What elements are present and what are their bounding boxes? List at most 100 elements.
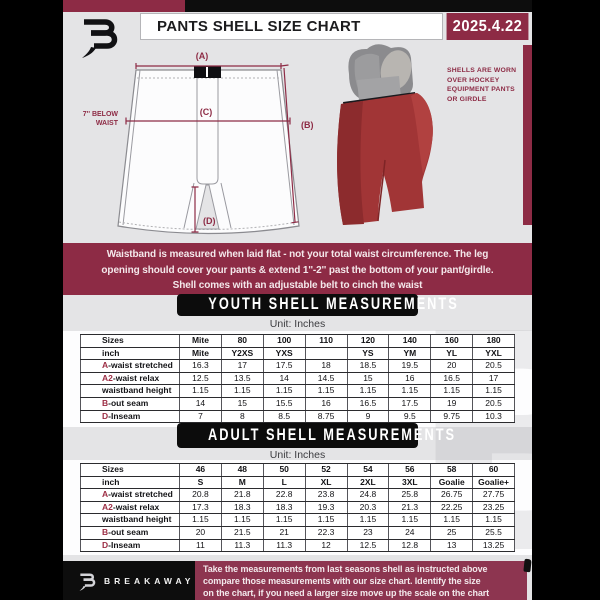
- table-cell: 16: [389, 372, 432, 385]
- date-badge: 2025.4.22: [446, 13, 529, 40]
- table-cell: 140: [389, 335, 432, 347]
- table-row: D-Inseam 7 8 8.5 8.75 9 9.5 9.75 10.3: [80, 410, 515, 424]
- table-cell: 2XL: [348, 476, 390, 489]
- table-cell: 21.5: [222, 526, 264, 539]
- brand-name: BREAKAWAY: [104, 575, 195, 586]
- table-cell: YL: [431, 347, 474, 360]
- top-tab-bar: [185, 0, 532, 12]
- table-cell: 13: [431, 539, 474, 552]
- table-cell: 25.8: [389, 489, 432, 501]
- table-cell: 12.5: [180, 372, 222, 385]
- table-cell: 60: [473, 464, 515, 476]
- youth-section-header: YOUTH SHELL MEASUREMENTS: [177, 294, 457, 316]
- table-cell: 8: [222, 410, 264, 423]
- adult-section-title: ADULT SHELL MEASUREMENTS: [208, 426, 457, 445]
- table-cell: 1.15: [180, 385, 222, 397]
- table-cell: 18.3: [222, 501, 264, 514]
- table-cell: 15: [222, 397, 264, 410]
- table-cell: 16.3: [180, 360, 222, 372]
- table-cell: YS: [348, 347, 390, 360]
- table-cell: Y2XS: [222, 347, 264, 360]
- footer-line: on the chart, if you need a larger size …: [203, 588, 490, 599]
- banner-line: opening should cover your pants & extend…: [101, 264, 494, 276]
- table-cell: 27.75: [473, 489, 515, 501]
- row-label: Sizes: [80, 335, 180, 347]
- table-cell: 1.15: [222, 385, 264, 397]
- table-row: B-out seam 14 15 15.5 16 16.5 17.5 19 20.5: [80, 397, 515, 411]
- table-cell: 1.15: [348, 514, 390, 526]
- table-cell: 1.15: [431, 385, 474, 397]
- table-cell: 1.15: [473, 385, 515, 397]
- table-cell: 12.8: [389, 539, 432, 552]
- row-label: waistband height: [80, 514, 180, 526]
- table-cell: 25: [431, 526, 474, 539]
- table-cell: 100: [264, 335, 306, 347]
- row-label: A2-waist relax: [80, 501, 180, 514]
- table-cell: 19.5: [389, 360, 432, 372]
- table-cell: 50: [264, 464, 306, 476]
- side-accent-stripe: [523, 45, 532, 225]
- photo-note-line: SHELLS ARE WORN: [447, 67, 517, 74]
- youth-unit-label: Unit: Inches: [269, 318, 326, 330]
- table-cell: 1.15: [306, 514, 348, 526]
- diagram-label-a: (A): [196, 51, 209, 61]
- table-cell: 1.15: [473, 514, 515, 526]
- table-cell: 13.5: [222, 372, 264, 385]
- youth-section-title: YOUTH SHELL MEASUREMENTS: [208, 295, 459, 314]
- table-cell: 160: [431, 335, 474, 347]
- row-label: A-waist stretched: [80, 360, 180, 372]
- row-label: inch: [80, 476, 180, 489]
- table-cell: S: [180, 476, 222, 489]
- table-cell: 24: [389, 526, 432, 539]
- pants-measurement-diagram: (A) (C) (B) (D) 7'' BELOW WAIST: [83, 51, 314, 235]
- table-cell: 16.5: [348, 397, 390, 410]
- row-label: A2-waist relax: [80, 372, 180, 385]
- table-row: Sizes Mite 80 100 110 120 140 160 180: [80, 335, 515, 348]
- table-cell: 20.5: [473, 360, 515, 372]
- size-chart-page: PANTS SHELL SIZE CHART 2025.4.22 (A) (C)…: [63, 0, 532, 600]
- table-cell: Mite: [180, 347, 222, 360]
- table-cell: 54: [348, 464, 390, 476]
- table-cell: 120: [348, 335, 390, 347]
- table-row: A-waist stretched 16.3 17 17.5 18 18.5 19.5 20 2…: [80, 360, 515, 373]
- table-cell: 17: [473, 372, 515, 385]
- table-cell: 17: [222, 360, 264, 372]
- row-label: D-Inseam: [80, 539, 180, 552]
- table-row: A2-waist relax 17.3 18.3 18.3 19.3 20.3 21.3 22…: [80, 501, 515, 515]
- table-cell: 26.75: [431, 489, 474, 501]
- table-cell: Goalie: [431, 476, 474, 489]
- waist-note-line2: WAIST: [96, 120, 119, 127]
- table-cell: YXS: [264, 347, 306, 360]
- table-cell: XL: [306, 476, 348, 489]
- table-cell: 15.5: [264, 397, 306, 410]
- table-cell: 24.8: [348, 489, 390, 501]
- top-tab-accent: [63, 0, 185, 12]
- table-cell: 1.15: [431, 514, 474, 526]
- table-row: Sizes 46 48 50 52 54 56 58 60: [80, 464, 515, 477]
- row-label: Sizes: [80, 464, 180, 476]
- banner-line: Waistband is measured when laid flat - n…: [106, 249, 489, 260]
- photo-note-line: EQUIPMENT PANTS: [447, 86, 515, 93]
- table-cell: 8.75: [306, 410, 348, 423]
- table-cell: 21.8: [222, 489, 264, 501]
- waistband-info-banner: Waistband is measured when laid flat - n…: [63, 243, 532, 295]
- diagram-label-c: (C): [200, 107, 213, 117]
- table-cell: Mite: [180, 335, 222, 347]
- table-row: B-out seam 20 21.5 21 22.3 23 24 25 25.5: [80, 526, 515, 540]
- row-label: B-out seam: [80, 397, 180, 410]
- table-cell: 23.25: [473, 501, 515, 514]
- table-row: A-waist stretched 20.8 21.8 22.8 23.8 24.8 25.…: [80, 489, 515, 502]
- banner-line: Shell comes with an adjustable belt to c…: [172, 280, 423, 291]
- table-cell: 12: [306, 539, 348, 552]
- table-cell: 22.3: [306, 526, 348, 539]
- table-cell: 9: [348, 410, 390, 423]
- waist-note-line1: 7'' BELOW: [83, 111, 119, 118]
- table-cell: 25.5: [473, 526, 515, 539]
- row-label: D-Inseam: [80, 410, 180, 423]
- table-cell: 52: [306, 464, 348, 476]
- breakaway-logo-icon: [82, 19, 118, 58]
- shell-photo: [337, 44, 433, 225]
- diagram-label-d: (D): [203, 216, 216, 226]
- table-cell: 22.25: [431, 501, 474, 514]
- table-cell: 16: [306, 397, 348, 410]
